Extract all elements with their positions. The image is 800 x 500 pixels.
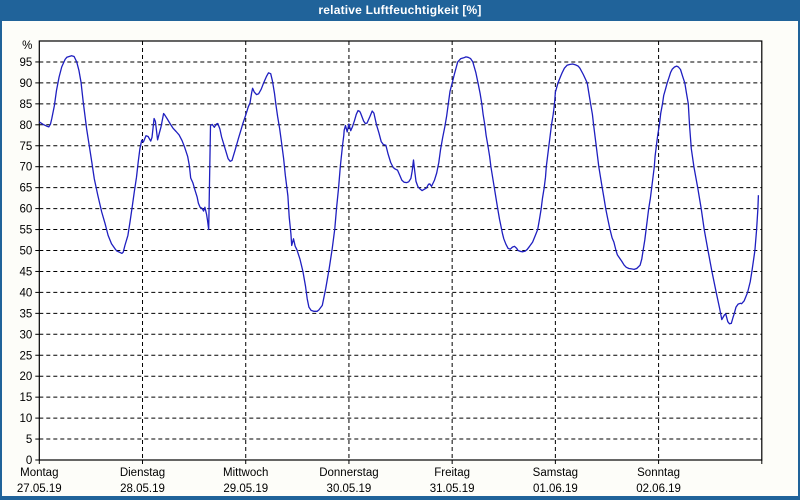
y-tick-label: 20 [20,371,33,383]
y-tick-label: 55 [20,225,33,237]
window-title: relative Luftfeuchtigkeit [%] [318,3,482,17]
day-name-label: Freitag [434,467,470,479]
y-tick-label: 45 [20,266,33,278]
day-date-label: 30.05.19 [327,483,372,495]
y-tick-label: 85 [20,99,33,111]
day-name-label: Donnerstag [319,467,378,479]
y-tick-label: 80 [20,120,33,132]
day-date-label: 02.06.19 [636,483,681,495]
day-name-label: Mittwoch [223,467,268,479]
humidity-chart-svg: 0 5 10 15 20 25 30 35 40 45 50 55 60 65 70 75 80 85 90 95% M… [17,40,763,495]
y-tick-label: 0 [26,455,32,467]
day-name-label: Dienstag [120,467,165,479]
day-name-label: Sonntag [637,467,680,479]
day-date-label: 01.06.19 [533,483,578,495]
y-tick-label: 10 [20,413,33,425]
y-tick-label: 35 [20,308,33,320]
y-axis-unit-label: % [22,40,32,52]
y-tick-label: 70 [20,162,33,174]
y-tick-label: 65 [20,183,33,195]
humidity-line [38,55,760,325]
axis-box [38,40,763,461]
day-date-label: 29.05.19 [223,483,268,495]
day-name-label: Samstag [533,467,578,479]
y-tick-label: 90 [20,78,33,90]
y-tick-label: 75 [20,141,33,153]
day-date-label: 31.05.19 [430,483,475,495]
day-date-label: 27.05.19 [17,483,62,495]
y-tick-label: 50 [20,246,33,258]
y-tick-label: 60 [20,204,33,216]
y-tick-label: 15 [20,392,33,404]
chart-container: 0 5 10 15 20 25 30 35 40 45 50 55 60 65 70 75 80 85 90 95% M… [2,21,798,496]
y-tick-label: 5 [26,434,32,446]
y-tick-label: 40 [20,287,33,299]
y-tick-label: 95 [20,57,33,69]
title-bar[interactable]: relative Luftfeuchtigkeit [%] [2,0,798,21]
day-name-label: Montag [20,467,58,479]
y-tick-label: 25 [20,350,33,362]
y-tick-label: 30 [20,329,33,341]
day-date-label: 28.05.19 [120,483,165,495]
